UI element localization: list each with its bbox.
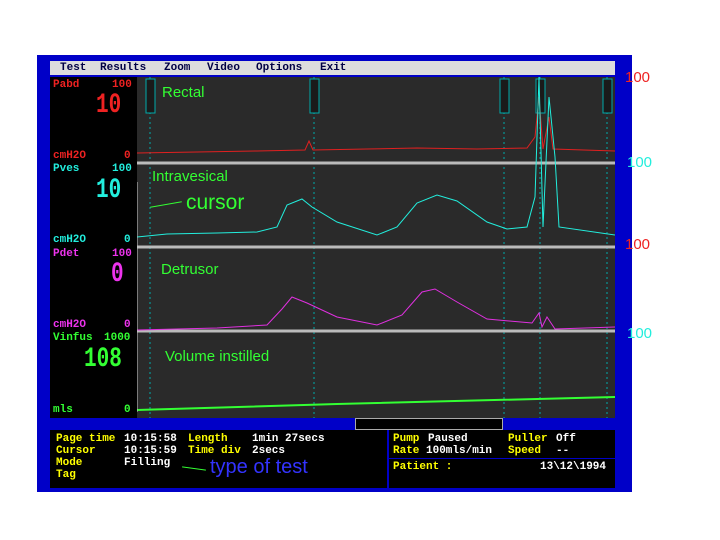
status-label: Puller	[508, 433, 548, 445]
unit: cmH2O	[53, 234, 87, 246]
right-scale: 100	[627, 154, 653, 171]
status-label: Length	[188, 433, 228, 445]
menu-item[interactable]: Results	[100, 62, 147, 74]
scale-max: 1000	[104, 332, 131, 344]
event-marker	[602, 78, 613, 114]
annotation: cursor	[186, 191, 245, 214]
annotation: Rectal	[162, 84, 205, 101]
event-marker	[535, 78, 546, 114]
status-label: Patient :	[393, 461, 453, 473]
annotation: Intravesical	[152, 168, 228, 185]
status-label: Pump	[393, 433, 420, 445]
rectal-trace	[137, 96, 615, 154]
annotation: Volume instilled	[165, 348, 270, 365]
traces	[137, 77, 615, 418]
status-rule	[389, 458, 615, 459]
status-label: Cursor	[56, 445, 96, 457]
channel-name: Vinfus	[53, 332, 93, 344]
menu-item[interactable]: Zoom	[164, 62, 191, 74]
status-label: Speed	[508, 445, 542, 457]
annotation: Detrusor	[161, 261, 219, 278]
menu-item[interactable]: Test	[60, 62, 87, 74]
right-scale: 100	[627, 325, 653, 342]
volume-trace	[137, 396, 615, 411]
channel-panel	[50, 77, 137, 418]
menu-item[interactable]: Video	[207, 62, 241, 74]
scale-min: 0	[124, 319, 131, 331]
reading: 10	[96, 175, 122, 206]
reading: 10	[96, 90, 122, 121]
annotation: type of test	[210, 456, 308, 478]
scrollbar[interactable]	[355, 418, 503, 430]
detrusor-trace	[137, 288, 615, 331]
status-value: --	[556, 445, 570, 457]
status-label: Mode	[56, 457, 83, 469]
status-value: 1min 27secs	[252, 433, 325, 445]
scale-max: 100	[112, 248, 132, 260]
status-value: 10:15:58	[124, 433, 177, 445]
event-marker	[309, 78, 320, 114]
date: 13\12\1994	[540, 461, 607, 473]
status-panel	[50, 430, 615, 488]
status-value: Filling	[124, 457, 171, 469]
unit: cmH2O	[53, 150, 87, 162]
status-label: Time div	[188, 445, 241, 457]
menu-item[interactable]: Exit	[320, 62, 347, 74]
scale-max: 100	[112, 79, 132, 91]
channel-name: Pves	[53, 163, 80, 175]
menu-item[interactable]: Options	[256, 62, 303, 74]
status-label: Tag	[56, 469, 76, 481]
scale-min: 0	[124, 404, 131, 416]
status-value: 10:15:59	[124, 445, 177, 457]
unit: cmH2O	[53, 319, 87, 331]
right-scale: 100	[625, 236, 651, 253]
status-value: 2secs	[252, 445, 286, 457]
scale-min: 0	[124, 234, 131, 246]
channel-name: Pabd	[53, 79, 80, 91]
right-scale: 100	[625, 69, 651, 86]
event-marker	[145, 78, 156, 114]
unit: mls	[53, 404, 73, 416]
status-label: Rate	[393, 445, 420, 457]
status-value: Paused	[428, 433, 468, 445]
event-marker	[499, 78, 510, 114]
reading: 108	[84, 344, 122, 375]
scale-min: 0	[124, 150, 131, 162]
status-value: 100mls/min	[426, 445, 493, 457]
status-label: Page time	[56, 433, 116, 445]
menu-bar	[50, 61, 615, 75]
reading: 0	[111, 259, 124, 290]
channel-name: Pdet	[53, 248, 80, 260]
status-divider	[387, 430, 389, 488]
scale-max: 100	[112, 163, 132, 175]
intravesical-trace	[137, 77, 615, 238]
status-value: Off	[556, 433, 576, 445]
